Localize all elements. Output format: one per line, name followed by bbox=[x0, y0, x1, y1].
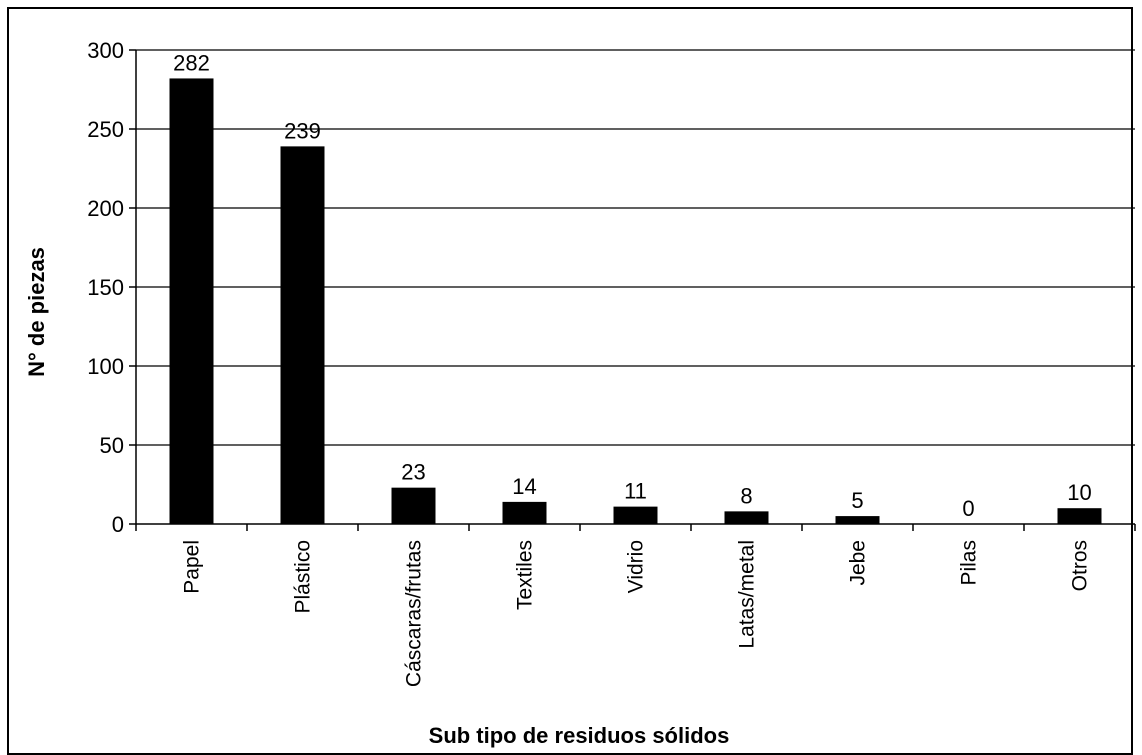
bar bbox=[613, 506, 658, 524]
bar bbox=[169, 78, 214, 524]
bar bbox=[280, 146, 325, 524]
y-tick-label: 0 bbox=[112, 512, 124, 537]
category-label: Jebe bbox=[847, 540, 870, 586]
bar bbox=[835, 516, 880, 524]
bar bbox=[1057, 508, 1102, 524]
y-tick-label: 100 bbox=[87, 354, 124, 379]
data-label: 14 bbox=[512, 474, 536, 499]
category-label: Plástico bbox=[292, 540, 315, 614]
data-label: 23 bbox=[401, 460, 425, 485]
data-label: 5 bbox=[851, 488, 863, 513]
category-label: Otros bbox=[1069, 540, 1092, 591]
data-label: 282 bbox=[173, 50, 210, 75]
y-tick-label: 150 bbox=[87, 275, 124, 300]
data-labels: 282 239 23 14 11 8 5 0 10 bbox=[173, 50, 1092, 521]
category-label: Pilas bbox=[958, 540, 981, 586]
data-label: 8 bbox=[740, 483, 752, 508]
y-tick-labels: 0 50 100 150 200 250 300 bbox=[87, 38, 124, 537]
category-label: Vidrio bbox=[625, 540, 648, 593]
bars bbox=[169, 78, 1102, 524]
y-tick-label: 200 bbox=[87, 196, 124, 221]
data-label: 11 bbox=[624, 479, 647, 504]
x-axis-title: Sub tipo de residuos sólidos bbox=[429, 723, 730, 748]
data-label: 10 bbox=[1067, 480, 1091, 505]
y-axis-title: N° de piezas bbox=[24, 247, 49, 377]
data-label: 0 bbox=[962, 496, 974, 521]
category-label: Cáscaras/frutas bbox=[403, 540, 426, 687]
category-label: Papel bbox=[181, 540, 204, 594]
category-labels: Papel Plástico Cáscaras/frutas Textiles Vidr… bbox=[181, 540, 1092, 687]
bar bbox=[391, 487, 436, 524]
category-label: Textiles bbox=[514, 540, 537, 610]
y-tick-label: 50 bbox=[100, 433, 124, 458]
category-label: Latas/metal bbox=[736, 540, 759, 649]
y-tick-label: 300 bbox=[87, 38, 124, 63]
y-tick-label: 250 bbox=[87, 117, 124, 142]
data-label: 239 bbox=[284, 118, 321, 143]
bar bbox=[724, 511, 769, 524]
axes bbox=[129, 49, 1136, 531]
bar bbox=[502, 501, 547, 524]
